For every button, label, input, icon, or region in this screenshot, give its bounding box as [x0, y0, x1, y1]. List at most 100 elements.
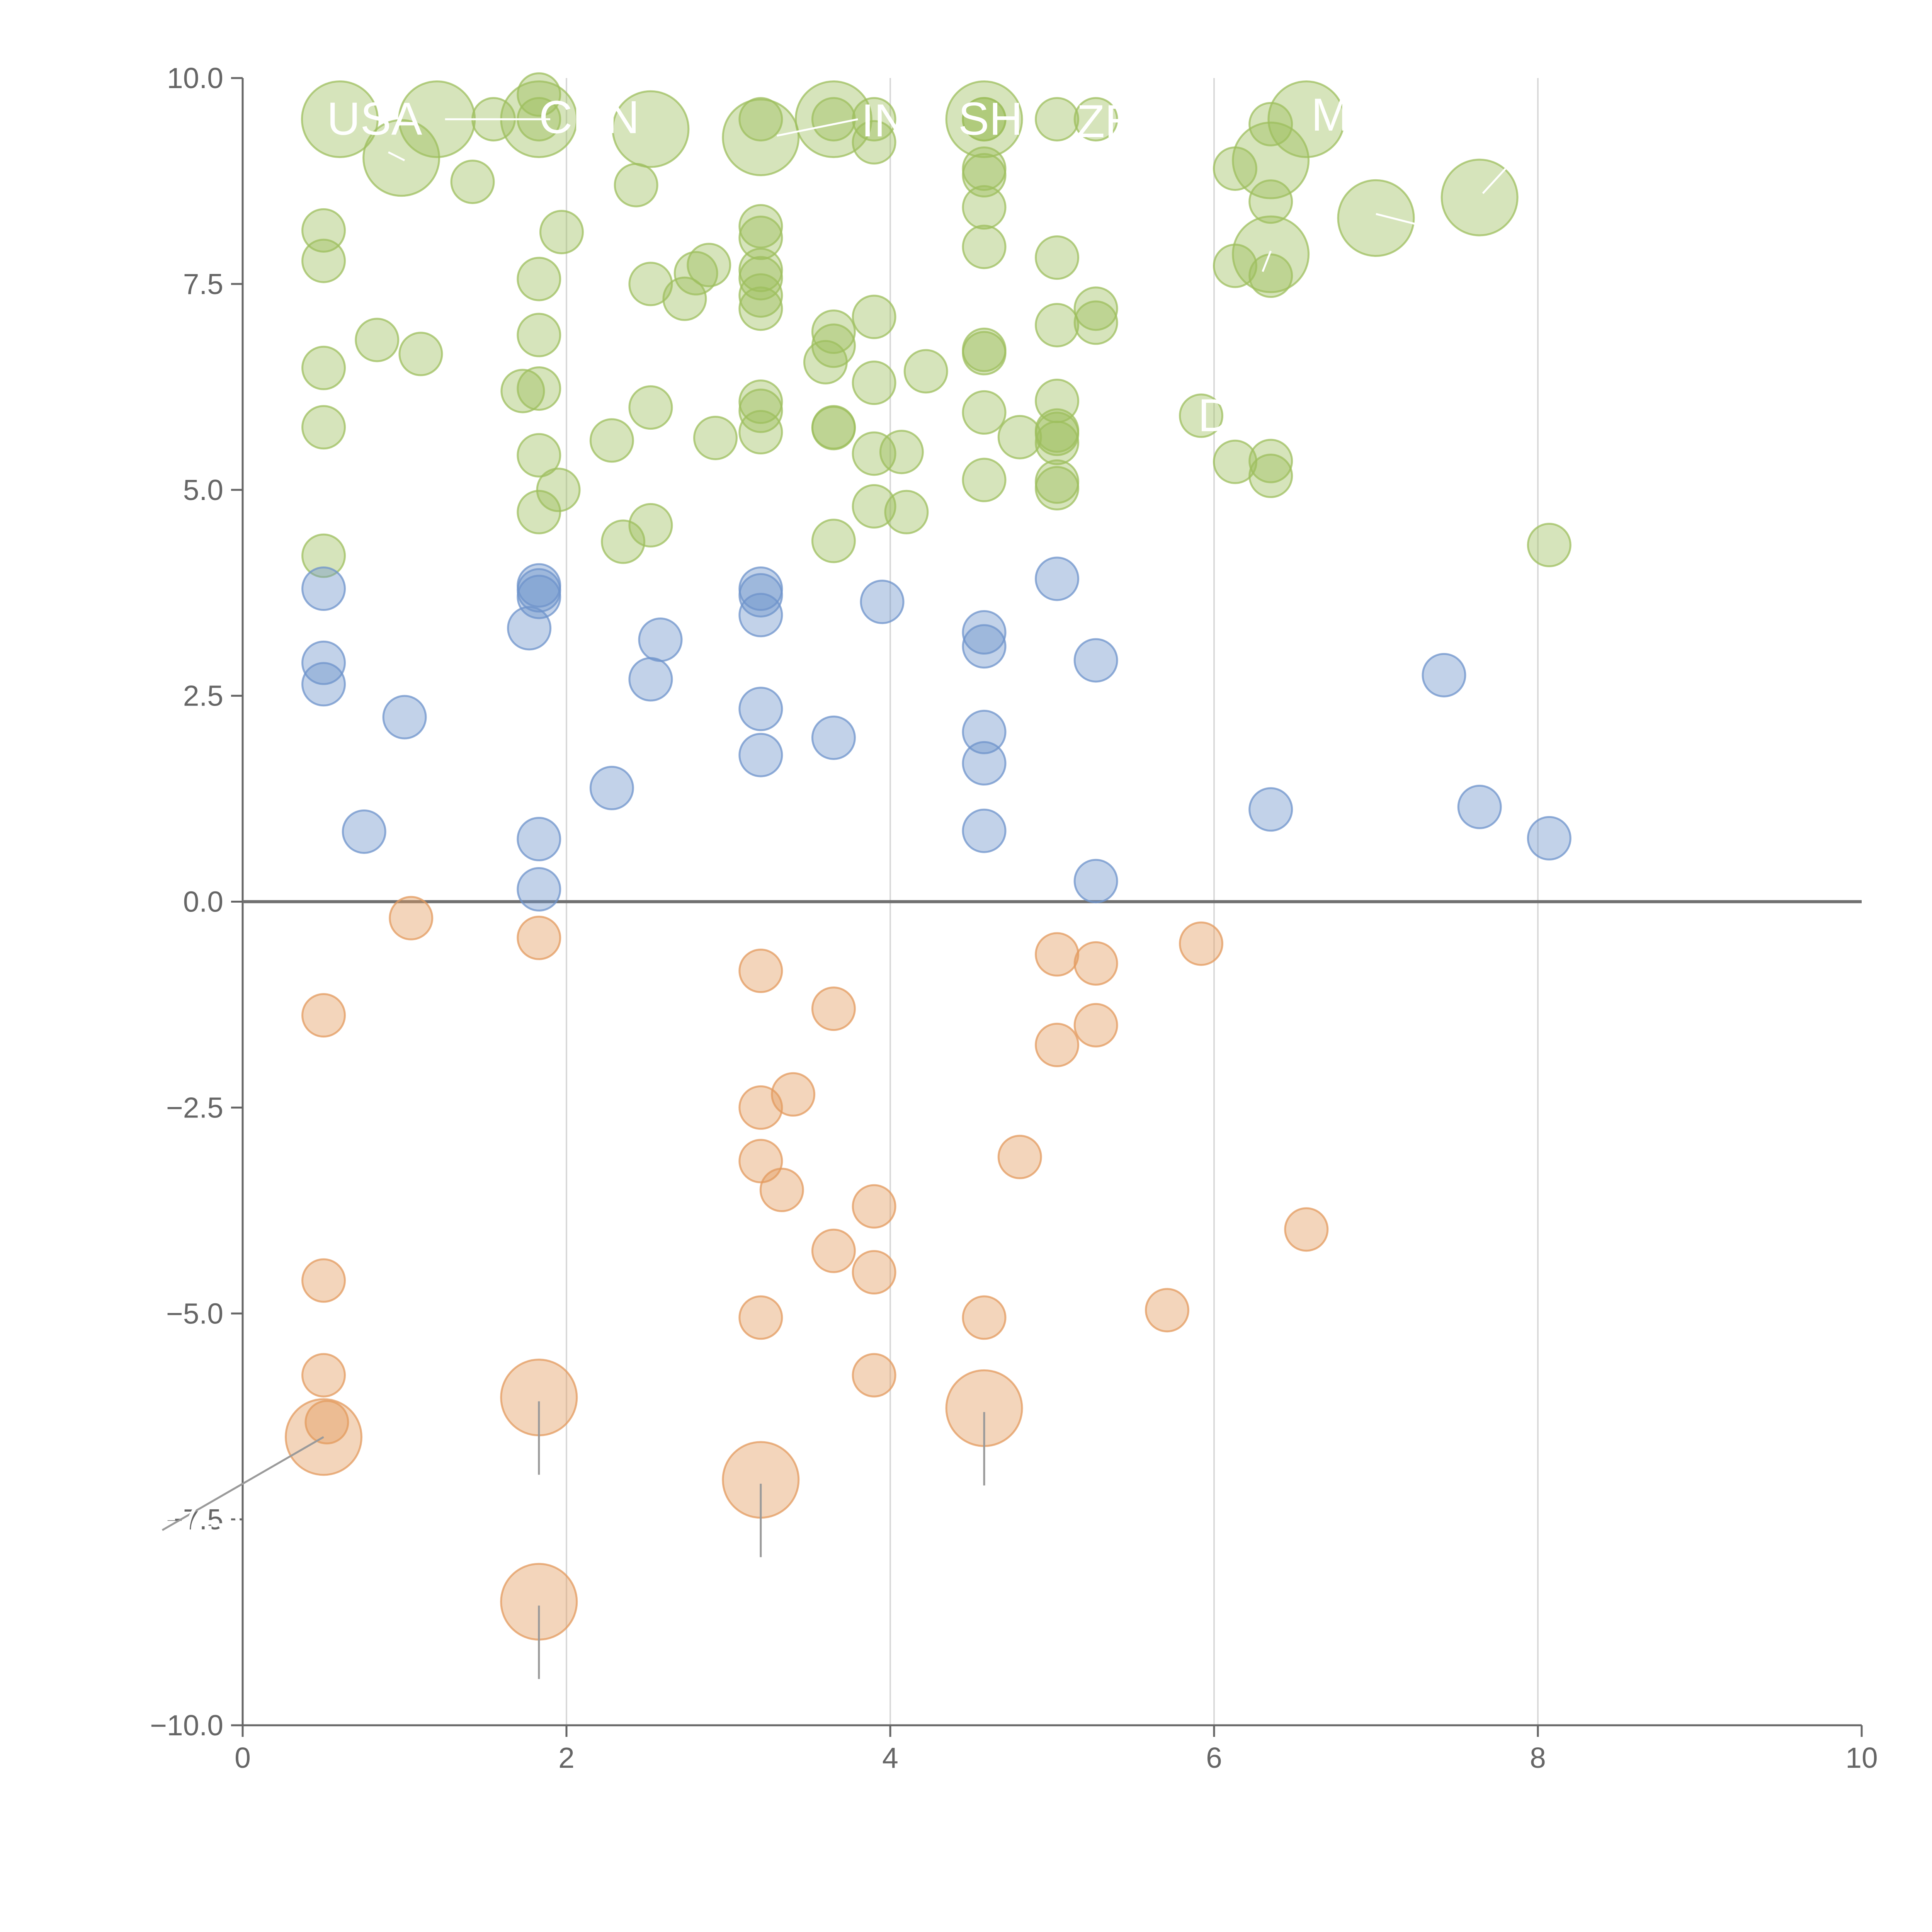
green-point [903, 349, 948, 394]
green-large-point [945, 80, 1023, 158]
green-point [500, 369, 545, 413]
green-point [1035, 412, 1080, 456]
blue-point [301, 662, 346, 707]
label-leader-line [388, 151, 405, 162]
green-point [536, 468, 581, 512]
green-large-point [1440, 158, 1519, 236]
blue-point [517, 568, 561, 613]
blue-point [589, 765, 634, 810]
blue-point [1527, 816, 1571, 861]
green-point [1527, 523, 1571, 568]
green-point [517, 257, 561, 301]
green-point [628, 262, 673, 306]
orange-point [962, 1295, 1007, 1340]
green-point [1035, 303, 1080, 347]
blue-point [1422, 653, 1466, 697]
green-point [517, 313, 561, 357]
orange-point [1073, 941, 1118, 986]
blue-point [738, 687, 783, 731]
orange-point [811, 1228, 856, 1273]
orange-point [1179, 921, 1223, 966]
y-tick-label: 0.0 [183, 886, 223, 918]
axes: 0 2 4 6 8 10 10.0 7.5 5.0 2.5 0.0 −2.5 −5.0 −7.5 −10.0 [150, 62, 1878, 1774]
y-tick-label: −2.5 [166, 1091, 223, 1124]
y-tick-label: −7.5 [166, 1503, 223, 1536]
blue-point [738, 573, 783, 618]
orange-point [852, 1353, 896, 1398]
green-point [1179, 393, 1223, 438]
blue-point [1457, 784, 1502, 829]
blue-point [811, 715, 856, 760]
x-tick-label: 6 [1206, 1742, 1222, 1774]
green-point [811, 406, 856, 451]
green-point [662, 276, 707, 321]
blue-point [517, 817, 561, 862]
green-point [1073, 286, 1118, 331]
orange-point [1145, 1288, 1189, 1333]
green-large-point [794, 80, 872, 158]
green-point [962, 97, 1007, 142]
green-point [301, 238, 346, 283]
green-point [1035, 235, 1080, 280]
blue-point [738, 733, 783, 777]
green-point [1248, 102, 1293, 146]
leader-line [162, 1436, 324, 1531]
green-point [962, 457, 1007, 502]
green-point [1248, 454, 1293, 498]
label-leader-line [1262, 250, 1272, 272]
green-point [962, 185, 1007, 230]
annotation-label: SH [958, 93, 1023, 145]
green-large-point [1232, 215, 1310, 293]
green-point [517, 433, 561, 478]
orange-point [301, 1353, 346, 1398]
blue-point [962, 624, 1007, 669]
x-tick-label: 8 [1530, 1742, 1546, 1774]
green-point [738, 273, 783, 318]
orange-point [1035, 1022, 1080, 1067]
green-point [852, 97, 896, 142]
blue-point [301, 566, 346, 611]
green-point [962, 331, 1007, 376]
x-tick-label: 0 [235, 1742, 251, 1774]
orange-point [1035, 932, 1080, 977]
green-point [962, 153, 1007, 198]
green-point [628, 385, 673, 430]
green-point [517, 72, 561, 117]
green-point [693, 415, 738, 460]
green-point [1248, 439, 1293, 483]
green-point [1073, 97, 1118, 142]
y-tick-label: −5.0 [166, 1297, 223, 1330]
blue-point [962, 808, 1007, 853]
label-leader-line [777, 118, 858, 137]
blue-point [962, 741, 1007, 786]
green-point [398, 332, 443, 376]
annotation-label: DO [1198, 389, 1267, 441]
green-point [1248, 253, 1293, 298]
orange-point [1284, 1207, 1329, 1252]
y-tick-label: 10.0 [167, 62, 223, 94]
green-point [614, 163, 658, 207]
orange-point [301, 1258, 346, 1303]
green-point [355, 318, 400, 362]
blue-point [860, 580, 905, 624]
green-point [673, 251, 718, 296]
annotation-label: CHN [539, 91, 639, 143]
green-point [738, 256, 783, 301]
green-point [738, 97, 783, 142]
x-tick-label: 10 [1845, 1742, 1878, 1774]
y-tick-label: 5.0 [183, 474, 223, 506]
blue-point [1073, 859, 1118, 903]
annotation-label: USA [327, 93, 422, 145]
green-point [628, 503, 673, 548]
blue-point [517, 575, 561, 619]
green-large-point [1337, 179, 1415, 257]
blue-point [962, 610, 1007, 655]
green-point [601, 519, 646, 564]
y-tick-label: 7.5 [183, 268, 223, 300]
annotation-label: MEX [1311, 89, 1412, 141]
green-point [811, 310, 856, 354]
green-point [1035, 459, 1080, 504]
orange-point [304, 1400, 349, 1445]
green-point [852, 361, 896, 405]
green-large-point [612, 90, 690, 168]
